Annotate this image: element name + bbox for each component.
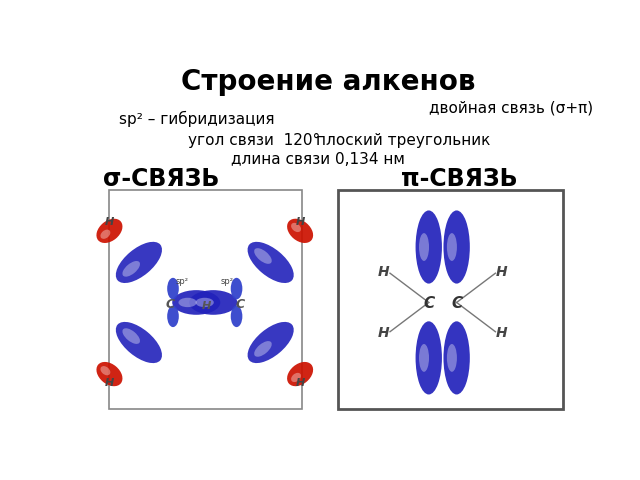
Ellipse shape bbox=[447, 233, 457, 261]
Ellipse shape bbox=[254, 341, 272, 357]
Ellipse shape bbox=[122, 328, 140, 344]
Ellipse shape bbox=[97, 362, 122, 386]
Ellipse shape bbox=[189, 290, 237, 315]
Text: H: H bbox=[296, 378, 305, 387]
Text: H: H bbox=[105, 217, 114, 228]
Text: угол связи  120°: угол связи 120° bbox=[189, 133, 321, 148]
Text: sp² – гибридизация: sp² – гибридизация bbox=[119, 111, 275, 127]
Text: H: H bbox=[378, 326, 390, 340]
Text: плоский треугольник: плоский треугольник bbox=[316, 133, 491, 148]
Ellipse shape bbox=[291, 373, 301, 382]
Text: sp²: sp² bbox=[176, 277, 189, 286]
Ellipse shape bbox=[167, 278, 179, 300]
Text: H: H bbox=[105, 378, 114, 387]
Text: H: H bbox=[496, 264, 508, 279]
Bar bbox=[338, 190, 563, 409]
Ellipse shape bbox=[116, 322, 162, 363]
Ellipse shape bbox=[444, 210, 470, 284]
Text: C: C bbox=[423, 297, 435, 312]
Ellipse shape bbox=[100, 229, 110, 239]
Ellipse shape bbox=[167, 306, 179, 327]
Ellipse shape bbox=[287, 362, 313, 386]
Ellipse shape bbox=[122, 261, 140, 276]
Ellipse shape bbox=[100, 366, 110, 375]
Ellipse shape bbox=[415, 210, 442, 284]
Ellipse shape bbox=[254, 248, 272, 264]
Text: H: H bbox=[378, 264, 390, 279]
Ellipse shape bbox=[179, 298, 196, 307]
Ellipse shape bbox=[116, 242, 162, 283]
Text: длина связи 0,134 нм: длина связи 0,134 нм bbox=[231, 152, 405, 167]
Ellipse shape bbox=[231, 306, 243, 327]
Ellipse shape bbox=[172, 290, 220, 315]
Text: H: H bbox=[202, 301, 211, 312]
Ellipse shape bbox=[419, 233, 429, 261]
Text: двойная связь (σ+π): двойная связь (σ+π) bbox=[429, 100, 593, 115]
Ellipse shape bbox=[287, 219, 313, 243]
Text: σ-СВЯЗЬ: σ-СВЯЗЬ bbox=[103, 167, 220, 191]
Ellipse shape bbox=[97, 219, 122, 243]
Text: π-СВЯЗЬ: π-СВЯЗЬ bbox=[401, 167, 518, 191]
Text: C: C bbox=[235, 298, 244, 311]
Ellipse shape bbox=[231, 278, 243, 300]
Ellipse shape bbox=[291, 223, 301, 232]
Text: Строение алкенов: Строение алкенов bbox=[180, 68, 476, 96]
Text: H: H bbox=[496, 326, 508, 340]
Bar bbox=[109, 190, 301, 409]
Ellipse shape bbox=[415, 321, 442, 395]
Ellipse shape bbox=[447, 344, 457, 372]
Ellipse shape bbox=[419, 344, 429, 372]
Text: sp²: sp² bbox=[221, 277, 234, 286]
Ellipse shape bbox=[248, 322, 294, 363]
Ellipse shape bbox=[444, 321, 470, 395]
Ellipse shape bbox=[248, 242, 294, 283]
Ellipse shape bbox=[196, 298, 214, 307]
Text: C: C bbox=[451, 297, 462, 312]
Text: H: H bbox=[296, 217, 305, 228]
Text: C: C bbox=[165, 298, 175, 311]
